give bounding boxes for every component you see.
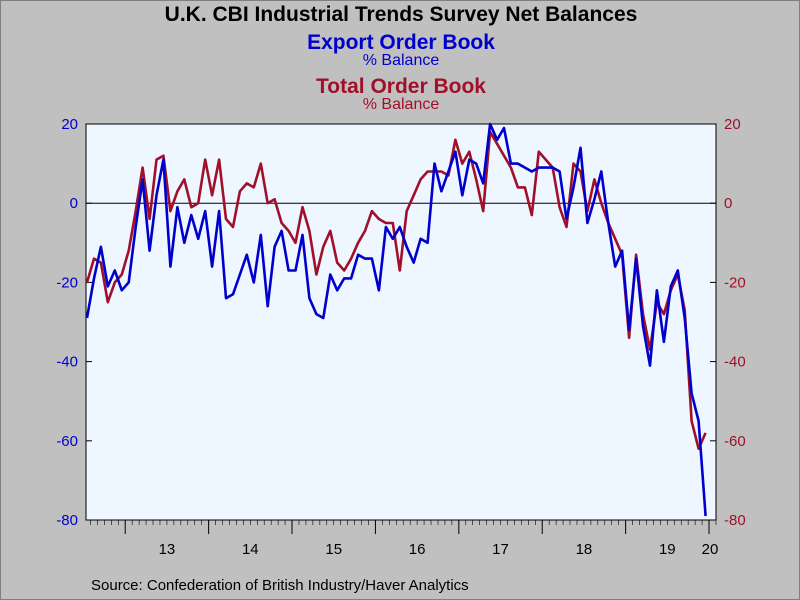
- source-note: Source: Confederation of British Industr…: [91, 577, 469, 594]
- total-series-title: Total Order Book: [316, 75, 486, 98]
- chart-title: U.K. CBI Industrial Trends Survey Net Ba…: [164, 3, 638, 26]
- y-tick-label-right: -60: [724, 433, 746, 450]
- x-tick-label: 16: [409, 541, 426, 558]
- plot-area: [85, 123, 717, 521]
- y-tick-label-right: 20: [724, 116, 741, 133]
- y-tick-label-left: -60: [56, 433, 78, 450]
- export-series-unit: % Balance: [362, 52, 440, 69]
- y-tick-label-right: -20: [724, 274, 746, 291]
- x-tick-label: 20: [702, 541, 719, 558]
- total-order-book-line: [85, 130, 707, 451]
- y-tick-label-left: -40: [56, 354, 78, 371]
- y-tick-label-right: -40: [724, 354, 746, 371]
- y-tick-label-left: 20: [61, 116, 78, 133]
- x-tick-label: 17: [492, 541, 509, 558]
- export-order-book-line: [85, 122, 707, 517]
- y-tick-label-left: -80: [56, 512, 78, 529]
- total-series-unit: % Balance: [362, 96, 440, 113]
- x-tick-label: 14: [242, 541, 259, 558]
- x-tick-label: 19: [659, 541, 676, 558]
- y-tick-label-left: 0: [70, 195, 78, 212]
- y-tick-label-left: -20: [56, 274, 78, 291]
- y-tick-label-right: -80: [724, 512, 746, 529]
- x-tick-label: 13: [159, 541, 176, 558]
- x-tick-label: 18: [576, 541, 593, 558]
- x-tick-label: 15: [325, 541, 342, 558]
- export-series-title: Export Order Book: [307, 31, 495, 54]
- y-tick-label-right: 0: [724, 195, 732, 212]
